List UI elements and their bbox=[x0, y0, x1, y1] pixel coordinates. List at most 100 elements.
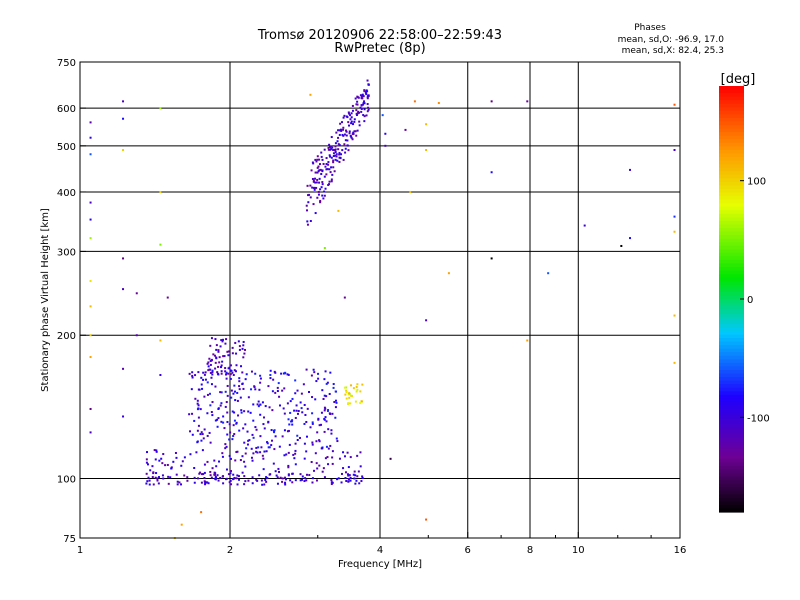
colorbar-segment bbox=[719, 267, 744, 272]
data-point bbox=[210, 411, 213, 414]
y-tick-label: 400 bbox=[57, 188, 76, 199]
data-point bbox=[228, 423, 231, 426]
data-point bbox=[344, 477, 347, 480]
data-point bbox=[490, 257, 493, 260]
data-point bbox=[278, 395, 281, 398]
colorbar-segment bbox=[719, 263, 744, 268]
data-point bbox=[312, 179, 315, 182]
data-point bbox=[334, 158, 337, 161]
data-point bbox=[294, 416, 297, 419]
data-point bbox=[291, 419, 294, 422]
data-point bbox=[284, 478, 287, 481]
data-point bbox=[425, 148, 428, 151]
data-point bbox=[321, 158, 324, 161]
data-point bbox=[323, 148, 326, 151]
data-point bbox=[294, 452, 297, 455]
colorbar-segment bbox=[719, 245, 744, 250]
data-point bbox=[289, 479, 292, 482]
data-point bbox=[351, 138, 354, 141]
data-point bbox=[338, 153, 341, 156]
data-point bbox=[332, 386, 335, 389]
colorbar-segment bbox=[719, 483, 744, 488]
data-point bbox=[230, 483, 233, 486]
data-point bbox=[334, 145, 337, 148]
data-point bbox=[198, 472, 201, 475]
data-point bbox=[233, 419, 236, 422]
data-point bbox=[327, 146, 330, 149]
data-point bbox=[89, 136, 92, 139]
data-point bbox=[306, 209, 309, 212]
data-point bbox=[349, 456, 352, 459]
data-point bbox=[350, 120, 353, 123]
data-point bbox=[89, 431, 92, 434]
data-point bbox=[321, 389, 324, 392]
data-point bbox=[323, 406, 326, 409]
data-point bbox=[268, 446, 271, 449]
data-point bbox=[348, 396, 351, 399]
data-point bbox=[232, 424, 235, 427]
data-point bbox=[243, 483, 246, 486]
data-point bbox=[247, 410, 250, 413]
data-point bbox=[311, 412, 314, 415]
data-point bbox=[236, 483, 239, 486]
data-point bbox=[176, 480, 179, 483]
data-point bbox=[341, 149, 344, 152]
data-point bbox=[225, 373, 228, 376]
data-point bbox=[330, 432, 333, 435]
data-point bbox=[338, 151, 341, 154]
colorbar-segment bbox=[719, 437, 744, 442]
colorbar-segment bbox=[719, 213, 744, 218]
data-point bbox=[344, 393, 347, 396]
data-point bbox=[340, 153, 343, 156]
data-points bbox=[89, 79, 676, 539]
grid bbox=[80, 62, 680, 538]
data-point bbox=[366, 96, 369, 99]
data-point bbox=[355, 112, 358, 115]
data-point bbox=[224, 405, 227, 408]
data-point bbox=[355, 479, 358, 482]
colorbar-segment bbox=[719, 355, 744, 360]
data-point bbox=[273, 448, 276, 451]
data-point bbox=[159, 190, 162, 193]
data-point bbox=[233, 411, 236, 414]
data-point bbox=[237, 475, 240, 478]
data-point bbox=[359, 94, 362, 97]
data-point bbox=[354, 130, 357, 133]
data-point bbox=[238, 348, 241, 351]
data-point bbox=[287, 464, 290, 467]
data-point bbox=[280, 372, 283, 375]
data-point bbox=[337, 136, 340, 139]
data-point bbox=[344, 147, 347, 150]
data-point bbox=[334, 154, 337, 157]
data-point bbox=[193, 467, 196, 470]
data-point bbox=[219, 404, 222, 407]
data-point bbox=[334, 399, 337, 402]
data-point bbox=[437, 102, 440, 105]
data-point bbox=[235, 477, 238, 480]
colorbar-segment bbox=[719, 185, 744, 190]
chart-subtitle: RwPretec (8p) bbox=[334, 41, 425, 56]
colorbar-segment bbox=[719, 462, 744, 467]
data-point bbox=[263, 416, 266, 419]
data-point bbox=[220, 339, 223, 342]
data-point bbox=[366, 97, 369, 100]
data-point bbox=[283, 412, 286, 415]
data-point bbox=[314, 398, 317, 401]
data-point bbox=[257, 446, 260, 449]
data-point bbox=[204, 378, 207, 381]
data-point bbox=[311, 441, 314, 444]
data-point bbox=[331, 146, 334, 149]
data-point bbox=[209, 371, 212, 374]
data-point bbox=[243, 410, 246, 413]
data-point bbox=[233, 384, 236, 387]
data-point bbox=[629, 237, 632, 240]
data-point bbox=[331, 481, 334, 484]
data-point bbox=[229, 479, 232, 482]
data-point bbox=[198, 388, 201, 391]
data-point bbox=[302, 383, 305, 386]
data-point bbox=[299, 401, 302, 404]
data-point bbox=[250, 456, 253, 459]
colorbar-segment bbox=[719, 270, 744, 275]
data-point bbox=[314, 171, 317, 174]
data-point bbox=[206, 381, 209, 384]
